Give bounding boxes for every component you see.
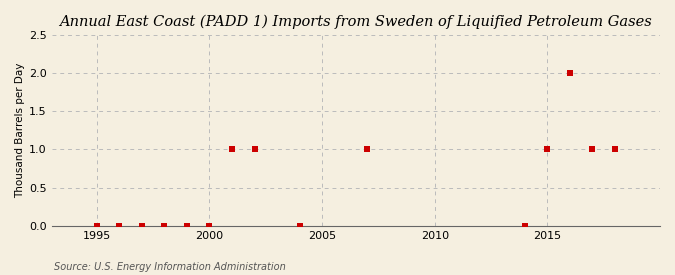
Point (362, 147, 373, 152)
Point (520, 224, 531, 228)
Point (542, 147, 553, 152)
Point (204, 224, 215, 228)
Point (587, 147, 598, 152)
Point (114, 224, 125, 228)
Point (227, 147, 238, 152)
Point (610, 147, 620, 152)
Point (91, 224, 102, 228)
Point (182, 224, 192, 228)
Point (564, 71, 575, 75)
Y-axis label: Thousand Barrels per Day: Thousand Barrels per Day (15, 63, 25, 198)
Point (249, 147, 260, 152)
Point (294, 224, 305, 228)
Point (159, 224, 170, 228)
Text: Source: U.S. Energy Information Administration: Source: U.S. Energy Information Administ… (54, 262, 286, 272)
Title: Annual East Coast (PADD 1) Imports from Sweden of Liquified Petroleum Gases: Annual East Coast (PADD 1) Imports from … (59, 15, 652, 29)
Point (136, 224, 147, 228)
